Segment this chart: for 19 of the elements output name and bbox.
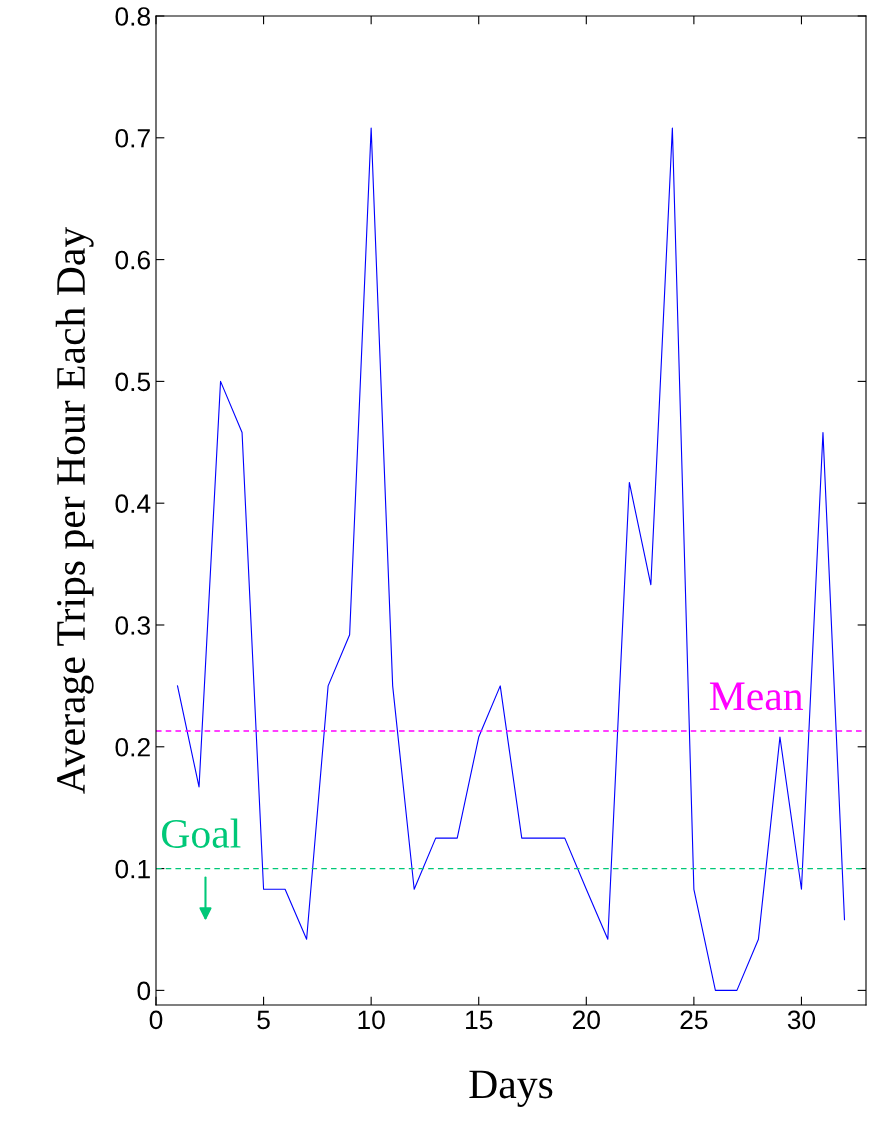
x-axis-title: Days	[469, 1070, 553, 1107]
y-tick-label: 0.6	[115, 250, 150, 270]
y-axis-title: Average Trips per Hour Each Day	[55, 226, 94, 794]
y-tick-label: 0.2	[115, 737, 150, 757]
y-tick-label: 0.8	[115, 7, 150, 26]
x-tick-label: 25	[680, 1010, 708, 1030]
y-tick-label: 0.7	[115, 128, 150, 148]
y-tick-label: 0.5	[115, 372, 151, 392]
y-tick-label: 0.3	[115, 616, 150, 635]
y-tick-label: 0.1	[115, 859, 150, 879]
x-tick-label: 15	[466, 1010, 493, 1030]
x-tick-label: 30	[787, 1010, 816, 1030]
ref-line-label: Goal	[162, 818, 241, 848]
x-tick-label: 20	[572, 1010, 600, 1030]
x-tick-label: 10	[358, 1010, 385, 1030]
y-tick-label: 0	[137, 981, 151, 1001]
ref-line-label: Mean	[709, 682, 803, 711]
x-tick-label: 5	[257, 1010, 270, 1030]
y-tick-label: 0.4	[115, 494, 151, 514]
